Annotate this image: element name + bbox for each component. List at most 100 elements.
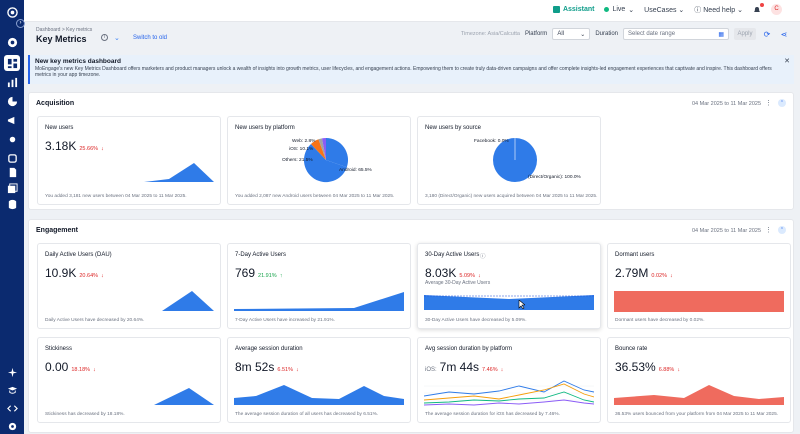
banner-description: MoEngage's new Key Metrics Dashboard off… (35, 66, 772, 78)
need-help-dropdown[interactable]: ⓘ Need help ⌄ (694, 5, 743, 15)
banner-title: New key metrics dashboard (35, 58, 121, 65)
title-chevron-down-icon[interactable]: ⌄ (114, 35, 120, 42)
dashboard-icon[interactable] (4, 55, 20, 71)
dau-area-chart (44, 288, 214, 312)
arrow-down-icon: ↓ (500, 367, 504, 373)
notification-badge (760, 2, 764, 7)
page-header: Dashboard > Key metrics Key Metrics i ⌄ … (28, 22, 800, 48)
timezone-label: Timezone: Asia/Calcutta (460, 31, 520, 37)
card-title: 30-Day Active Users (425, 252, 480, 258)
section-date-range: 04 Mar 2025 to 11 Mar 2025 (692, 101, 761, 107)
more-options-icon[interactable]: ⋮ (765, 100, 772, 107)
arrow-down-icon: ↓ (477, 273, 481, 279)
stickiness-card[interactable]: Stickiness 0.00 18.18% ↓ Stickiness has de… (37, 337, 221, 423)
stickiness-area-chart (44, 382, 214, 406)
reports-icon[interactable] (4, 164, 20, 180)
assistant-button[interactable]: Assistant (552, 6, 595, 13)
data-icon[interactable] (4, 196, 20, 212)
usecases-label: UseCases (644, 6, 677, 14)
source-pie-chart (493, 138, 537, 182)
pie-label-android: Android: 65.5% (339, 168, 372, 173)
card-change: 6.51% (277, 367, 293, 373)
card-title: Bounce rate (615, 346, 648, 352)
home-icon[interactable] (4, 34, 20, 50)
share-icon[interactable]: ⋖ (780, 29, 788, 39)
card-value: 36.53% (615, 360, 656, 374)
content-icon[interactable] (4, 180, 20, 196)
more-options-icon[interactable]: ⋮ (765, 227, 772, 234)
card-change: 0.02% (651, 273, 667, 279)
developer-icon[interactable] (4, 400, 20, 416)
left-sidebar: › (0, 0, 25, 434)
new-users-by-source-card[interactable]: New users by source Facebook: 0.0% (Dire… (417, 116, 601, 205)
card-title: Dormant users (615, 252, 655, 258)
campaigns-icon[interactable] (4, 112, 20, 128)
new-users-card[interactable]: New users 3.18K 25.66% ↓ You added 3,181 n… (37, 116, 221, 205)
close-icon[interactable]: ✕ (784, 58, 790, 65)
card-footnote: You added 2,087 new Android users betwee… (235, 194, 395, 199)
personalize-icon[interactable] (4, 150, 20, 166)
platform-value: All (557, 31, 564, 37)
chevron-down-icon: ⌄ (628, 6, 635, 14)
collapse-chevron-icon[interactable]: ⌃ (778, 226, 786, 234)
card-change: 21.91% (258, 273, 277, 279)
switch-to-old-link[interactable]: Switch to old (133, 35, 168, 41)
assistant-icon (552, 6, 560, 13)
card-value: 0.00 (45, 360, 69, 374)
assistant-label: Assistant (562, 6, 595, 13)
card-title: Daily Active Users (DAU) (45, 252, 112, 258)
info-banner: New key metrics dashboard MoEngage's new… (28, 55, 794, 84)
card-change: 5.09% (459, 273, 475, 279)
pie-label-direct-organic: (Direct/Organic): 100.0% (528, 175, 581, 180)
refresh-icon[interactable]: ⟳ (763, 29, 771, 39)
card-title: New users by platform (235, 125, 295, 131)
card-title: 7-Day Active Users (235, 252, 287, 258)
session-duration-by-platform-card[interactable]: Avg session duration by platform iOS: 7m … (417, 337, 601, 423)
card-value: 2.79M (615, 266, 649, 280)
settings-gear-icon[interactable] (4, 418, 20, 434)
analytics-icon[interactable] (4, 74, 20, 90)
card-change: 18.18% (71, 367, 91, 373)
chevron-down-icon: ⌄ (678, 6, 685, 14)
flows-icon[interactable] (4, 131, 20, 147)
segments-icon[interactable] (4, 93, 20, 109)
platform-select[interactable]: All ⌄ (552, 28, 591, 40)
pie-label-ios: iOS: 10.1% (289, 147, 314, 152)
collapse-chevron-icon[interactable]: ⌃ (778, 99, 786, 107)
duration-date-input[interactable]: Select date range ▦ (623, 28, 729, 40)
ai-sparkle-icon[interactable] (4, 364, 20, 380)
info-icon[interactable]: i (101, 34, 108, 41)
notification-bell-icon[interactable] (753, 2, 764, 14)
live-environment-dropdown[interactable]: Live ⌄ (604, 6, 634, 14)
platform-pie-chart (303, 138, 349, 183)
7-day-active-users-card[interactable]: 7-Day Active Users 769 21.91% ↑ 7-Day Acti… (227, 243, 411, 329)
card-footnote: 30-Day Active Users have decreased by 5.… (425, 318, 527, 323)
7-day-area-chart (234, 288, 404, 312)
session-duration-area-chart (234, 382, 404, 406)
bounce-rate-card[interactable]: Bounce rate 36.53% 6.88% ↓ 36.53% users bo… (607, 337, 791, 423)
card-sublabel: Average 30-Day Active Users (425, 280, 491, 286)
card-footnote: 7-Day Active Users have increased by 21.… (235, 318, 335, 323)
app-logo-icon[interactable] (4, 4, 20, 20)
pie-label-web: Web: 2.8% (292, 139, 316, 144)
user-avatar[interactable]: C (771, 4, 782, 15)
arrow-down-icon: ↓ (101, 146, 104, 152)
arrow-down-icon: ↓ (669, 273, 673, 279)
learn-icon[interactable] (4, 382, 20, 398)
sidebar-expand-icon[interactable]: › (16, 19, 25, 28)
duration-placeholder: Select date range (628, 31, 676, 37)
card-change: 7.46% (482, 367, 498, 373)
section-title: Engagement (36, 227, 79, 234)
dormant-users-card[interactable]: Dormant users 2.79M 0.02% ↓ Dormant users … (607, 243, 791, 329)
usecases-dropdown[interactable]: UseCases ⌄ (644, 6, 684, 14)
info-icon[interactable]: ⓘ (480, 254, 486, 260)
30-day-active-users-card[interactable]: 30-Day Active Users ⓘ 8.03K 5.09% ↓ Averag… (417, 243, 601, 329)
breadcrumb[interactable]: Dashboard > Key metrics (36, 27, 93, 33)
new-users-by-platform-card[interactable]: New users by platform Web: 2.8% iOS: 10.… (227, 116, 411, 205)
dau-card[interactable]: Daily Active Users (DAU) 10.9K 20.64% ↓ Da… (37, 243, 221, 329)
avg-session-duration-card[interactable]: Average session duration 8m 52s 6.51% ↓ Th… (227, 337, 411, 423)
arrow-down-icon: ↓ (677, 367, 681, 373)
page-title: Key Metrics (36, 34, 87, 44)
apply-button[interactable]: Apply (734, 28, 756, 40)
chevron-down-icon: ⌄ (737, 6, 743, 14)
